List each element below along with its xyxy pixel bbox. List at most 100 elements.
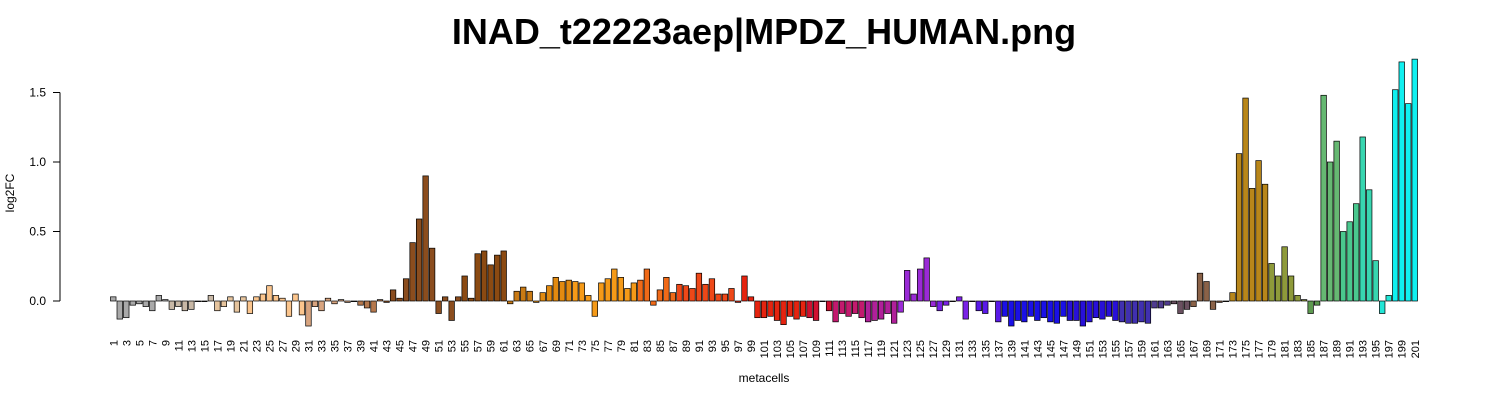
bar-metacell-21 — [240, 296, 247, 302]
x-tick-label: 23 — [251, 340, 263, 352]
bar-metacell-9 — [162, 299, 169, 302]
bar-metacell-181 — [1281, 246, 1288, 302]
bar-metacell-54 — [455, 296, 462, 302]
bar-metacell-27 — [279, 297, 286, 302]
bar-metacell-192 — [1353, 203, 1360, 302]
x-tick-label: 47 — [408, 340, 420, 352]
bar-metacell-85 — [656, 289, 663, 302]
x-tick-label: 15 — [199, 340, 211, 352]
bar-metacell-12 — [181, 300, 188, 312]
x-tick-label: 83 — [642, 340, 654, 352]
bar-metacell-164 — [1170, 300, 1178, 305]
x-tick-label: 25 — [264, 340, 276, 352]
x-tick-label: 103 — [772, 340, 784, 358]
x-tick-label: 31 — [303, 340, 315, 352]
bar-metacell-127 — [930, 300, 937, 307]
bar-metacell-195 — [1372, 260, 1379, 302]
x-tick-label: 87 — [668, 340, 680, 352]
bar-metacell-100 — [754, 300, 761, 319]
bar-metacell-101 — [760, 300, 768, 319]
x-tick-label: 107 — [798, 340, 810, 358]
bar-metacell-38 — [350, 300, 358, 302]
x-tick-label: 191 — [1345, 340, 1357, 358]
bar-metacell-28 — [285, 300, 293, 317]
x-tick-label: 145 — [1045, 340, 1057, 358]
bar-metacell-16 — [207, 295, 214, 302]
bar-metacell-62 — [507, 300, 514, 305]
y-axis-label: log2FC — [3, 173, 17, 212]
x-tick-label: 157 — [1123, 340, 1135, 358]
bar-metacell-136 — [988, 300, 995, 302]
bar-metacell-23 — [253, 296, 260, 302]
bar-metacell-142 — [1027, 300, 1034, 317]
bar-metacell-146 — [1053, 300, 1060, 324]
bar-metacell-180 — [1274, 275, 1282, 302]
bar-metacell-117 — [864, 300, 872, 323]
bar-metacell-48 — [415, 218, 423, 302]
bar-metacell-150 — [1079, 300, 1086, 327]
bar-metacell-53 — [448, 300, 455, 321]
bar-metacell-200 — [1405, 103, 1412, 302]
bar-metacell-72 — [572, 281, 579, 302]
bar-metacell-33 — [318, 300, 325, 312]
bar-metacell-160 — [1144, 300, 1152, 324]
bar-metacell-169 — [1203, 281, 1210, 302]
x-tick-label: 199 — [1397, 340, 1409, 358]
bar-metacell-56 — [468, 297, 475, 302]
bar-metacell-79 — [617, 277, 624, 302]
bar-metacell-11 — [175, 300, 182, 307]
bar-metacell-19 — [227, 296, 234, 302]
x-tick-label: 1 — [108, 340, 120, 346]
bar-metacell-119 — [878, 300, 885, 320]
bar-metacell-201 — [1411, 58, 1418, 302]
bar-metacell-51 — [435, 300, 442, 314]
bar-metacell-144 — [1040, 300, 1047, 319]
bar-metacell-123 — [904, 270, 911, 302]
x-tick-label: 149 — [1071, 340, 1083, 358]
bar-metacell-77 — [604, 278, 611, 302]
bar-metacell-64 — [520, 286, 527, 302]
bar-metacell-140 — [1014, 300, 1021, 321]
bar-metacell-24 — [259, 293, 267, 302]
bar-metacell-178 — [1261, 183, 1269, 302]
bar-metacell-109 — [812, 300, 820, 321]
bar-metacell-126 — [923, 257, 930, 302]
x-tick-label: 89 — [681, 340, 693, 352]
bar-metacell-188 — [1327, 161, 1334, 302]
x-tick-label: 123 — [902, 340, 914, 358]
bar-metacell-187 — [1320, 94, 1327, 302]
bar-metacell-6 — [142, 300, 149, 307]
bar-metacell-96 — [728, 288, 735, 302]
bar-metacell-167 — [1190, 300, 1197, 307]
x-tick-label: 201 — [1410, 340, 1422, 358]
x-tick-label: 147 — [1058, 340, 1070, 358]
x-tick-label: 119 — [876, 340, 888, 358]
bar-metacell-68 — [546, 285, 553, 302]
bar-metacell-58 — [481, 250, 488, 302]
x-tick-label: 77 — [603, 340, 615, 352]
x-tick-label: 21 — [238, 340, 250, 352]
x-tick-label: 117 — [863, 340, 875, 358]
bar-metacell-137 — [995, 300, 1002, 323]
bar-metacell-10 — [168, 300, 175, 310]
bar-metacell-106 — [793, 300, 800, 320]
x-tick-label: 121 — [889, 340, 901, 358]
x-tick-label: 183 — [1293, 340, 1305, 358]
x-tick-label: 139 — [1006, 340, 1018, 358]
x-tick-label: 135 — [980, 340, 992, 358]
x-tick-label: 73 — [577, 340, 589, 352]
bar-metacell-25 — [266, 285, 273, 302]
bar-metacell-60 — [494, 254, 501, 302]
x-tick-label: 159 — [1136, 340, 1148, 358]
bar-metacell-87 — [669, 292, 677, 302]
x-tick-label: 129 — [941, 340, 953, 358]
x-tick-label: 133 — [967, 340, 979, 358]
x-tick-label: 3 — [121, 340, 133, 346]
x-tick-label: 59 — [486, 340, 498, 352]
bar-metacell-76 — [598, 282, 605, 302]
x-tick-label: 95 — [720, 340, 732, 352]
x-tick-label: 111 — [824, 340, 836, 357]
bar-metacell-158 — [1131, 300, 1139, 324]
y-axis: 0.0 0.5 1.0 1.5 — [29, 86, 61, 308]
bar-metacell-74 — [585, 295, 592, 302]
